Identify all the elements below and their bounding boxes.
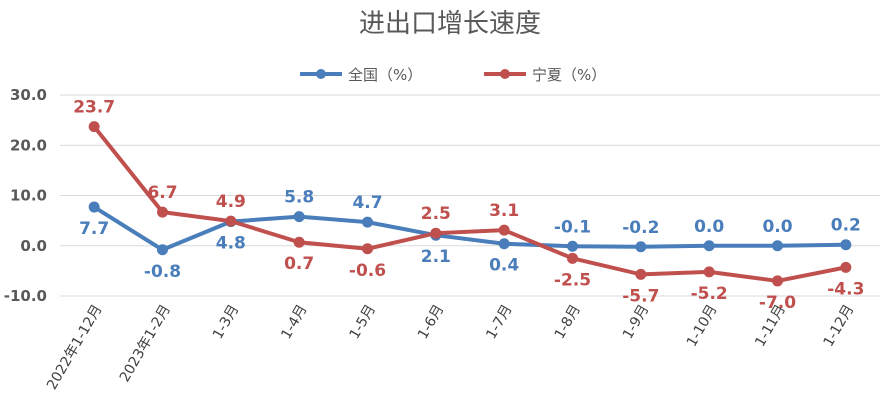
data-label: -4.3 <box>827 279 864 299</box>
y-tick-label: -10.0 <box>4 287 47 305</box>
series-line-0 <box>92 205 848 252</box>
legend-item-national: 全国（%） <box>300 66 422 84</box>
data-point <box>772 240 783 252</box>
data-label: 23.7 <box>73 98 115 118</box>
x-tick-label: 2022年1-12月 <box>44 302 106 393</box>
x-tick-label: 1-4月 <box>278 302 310 342</box>
legend-item-ningxia: 宁夏（%） <box>484 66 606 84</box>
y-tick-label: 30.0 <box>10 86 47 104</box>
data-labels: 7.7 -0.8 4.8 5.8 4.7 2.1 0.4 -0.1 -0.2 0.0 0.0 0.2 2… <box>73 98 864 313</box>
data-label: -5.2 <box>691 284 728 304</box>
x-tick-label: 2023年1-2月 <box>117 302 174 385</box>
data-label: -0.8 <box>144 262 181 282</box>
series-line-1 <box>92 124 848 283</box>
legend-label-national: 全国（%） <box>348 66 422 84</box>
data-label: 2.5 <box>421 204 451 224</box>
data-label: 4.7 <box>352 193 382 213</box>
data-label: -0.6 <box>349 261 386 281</box>
data-point <box>225 215 237 227</box>
data-point <box>362 243 373 255</box>
data-point <box>635 241 647 253</box>
x-tick-label: 1-12月 <box>821 302 858 350</box>
data-label: -7.0 <box>759 293 796 313</box>
x-tick-label: 1-5月 <box>347 302 379 342</box>
x-tick-label: 1-7月 <box>483 302 515 342</box>
data-label: 6.7 <box>147 183 177 203</box>
data-point <box>430 227 442 239</box>
data-point <box>498 238 510 250</box>
data-label: -5.7 <box>622 286 659 306</box>
data-label: 3.1 <box>489 201 519 221</box>
data-label: -2.5 <box>554 270 591 290</box>
data-label: -0.2 <box>622 218 659 238</box>
data-label: 4.9 <box>216 192 246 212</box>
x-tick-label: 1-10月 <box>684 302 721 350</box>
data-point <box>840 239 852 251</box>
y-tick-label: 20.0 <box>10 136 47 154</box>
data-point <box>293 211 305 223</box>
data-label: 0.0 <box>762 217 792 237</box>
data-point <box>362 216 373 228</box>
data-label: 0.2 <box>831 216 861 236</box>
data-point <box>293 236 305 248</box>
data-point <box>840 261 852 273</box>
data-label: 4.8 <box>216 234 246 254</box>
data-label: 5.8 <box>284 188 314 208</box>
legend: 全国（%） 宁夏（%） <box>300 66 606 84</box>
data-point <box>88 201 100 213</box>
data-point <box>157 206 168 218</box>
data-label: 2.1 <box>421 247 451 267</box>
x-axis: 2022年1-12月 2023年1-2月 1-3月 1-4月 1-5月 1-6月 1-7月 1… <box>44 302 857 393</box>
legend-label-ningxia: 宁夏（%） <box>532 66 606 84</box>
gridlines <box>60 94 880 297</box>
data-label: 0.4 <box>489 256 519 276</box>
data-point <box>567 252 578 264</box>
x-tick-label: 1-6月 <box>415 302 447 342</box>
y-tick-label: 0.0 <box>20 237 47 255</box>
data-point <box>567 240 578 252</box>
data-point <box>703 266 715 278</box>
data-point <box>157 244 168 256</box>
y-axis: 30.0 20.0 10.0 0.0 -10.0 <box>4 86 47 305</box>
data-label: 0.0 <box>694 217 724 237</box>
x-tick-label: 1-8月 <box>552 302 584 342</box>
x-tick-label: 1-3月 <box>210 302 242 342</box>
series-group <box>88 121 852 287</box>
x-tick-label: 1-9月 <box>620 302 652 342</box>
data-label: 7.7 <box>79 219 109 239</box>
data-point <box>88 121 100 133</box>
data-point <box>498 224 510 236</box>
data-point <box>703 240 715 252</box>
data-point <box>635 268 647 280</box>
chart-title: 进出口增长速度 <box>359 9 541 39</box>
y-tick-label: 10.0 <box>10 187 47 205</box>
data-label: 0.7 <box>284 254 314 274</box>
data-point <box>772 275 783 287</box>
data-label: -0.1 <box>554 217 591 237</box>
